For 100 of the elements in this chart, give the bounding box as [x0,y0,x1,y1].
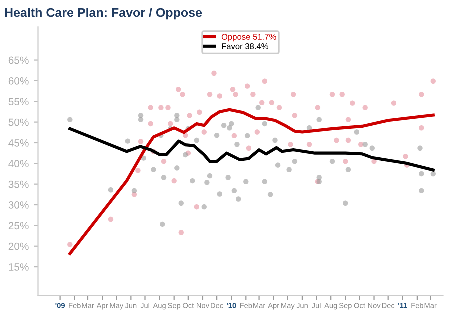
point [276,105,282,110]
point [234,142,240,148]
y-tick-label: 25% [8,222,29,230]
point [207,173,213,179]
point [217,94,222,99]
point [315,105,321,110]
legend-label: Oppose 51.7% [222,34,276,42]
line-series [68,108,435,256]
point [343,200,348,206]
point [340,92,345,98]
point [108,216,114,222]
point [362,105,368,110]
point [233,92,238,98]
point [132,188,138,194]
point [246,146,252,151]
point [230,87,236,92]
point [194,138,200,144]
y-tick-label: 30% [8,202,29,209]
point [187,113,192,118]
point [403,154,408,160]
point [148,121,154,127]
point [350,100,356,106]
point [254,130,260,135]
line-series [68,127,435,172]
point [346,117,352,122]
point [354,130,360,135]
y-tick-label: 20% [8,242,29,250]
point [212,70,217,76]
point [202,130,207,135]
point [68,117,73,122]
point [194,204,200,210]
point [229,121,234,127]
point [343,159,348,164]
point [168,121,174,127]
point [260,100,265,106]
y-tick-label: 35% [8,180,29,188]
point [430,78,436,84]
point [180,92,186,98]
point [138,117,144,122]
point [190,178,196,184]
point [306,126,312,131]
y-tick-label: 50% [8,118,29,126]
y-tick-label: 15% [9,264,29,271]
point [244,133,250,139]
point [419,126,424,131]
point [419,92,424,98]
point [221,123,227,128]
point [418,146,423,151]
point [292,113,298,118]
point [362,142,368,148]
point [330,92,336,98]
point [250,92,256,98]
point [160,222,166,228]
point [161,175,167,180]
point [183,132,188,138]
point [148,105,154,110]
point [286,167,292,172]
point [166,105,171,110]
y-tick-label: 40% [8,160,29,168]
point [204,180,210,186]
point [275,162,281,168]
point [262,78,268,84]
point [174,166,180,171]
point [174,117,180,122]
point [227,126,232,131]
point [172,178,177,184]
point [391,100,397,106]
point [292,159,298,164]
point [262,121,268,127]
point [226,175,231,180]
point [232,188,238,194]
point [214,132,220,138]
y-tick-label: 55% [8,98,29,106]
point [236,196,242,202]
y-tick-label: 65% [8,56,29,64]
legend-label: Favor 38.4% [222,44,268,50]
point [68,242,73,248]
point [268,192,274,198]
point [334,138,340,144]
point [151,167,156,172]
point [430,171,436,177]
point [262,179,268,184]
point [176,87,182,92]
point [316,117,322,122]
point [419,188,424,194]
point [290,92,296,98]
point [256,105,261,110]
point [108,188,114,193]
point [125,138,130,144]
point [183,152,188,158]
point [178,200,184,206]
point [244,84,250,89]
point [136,168,141,174]
point [138,139,144,144]
point [244,179,249,184]
y-tick-label: 45% [8,140,29,147]
point [306,142,312,148]
chart-title: Health Care Plan: Favor / Oppose [5,8,202,20]
point [158,105,164,110]
point [358,142,364,148]
